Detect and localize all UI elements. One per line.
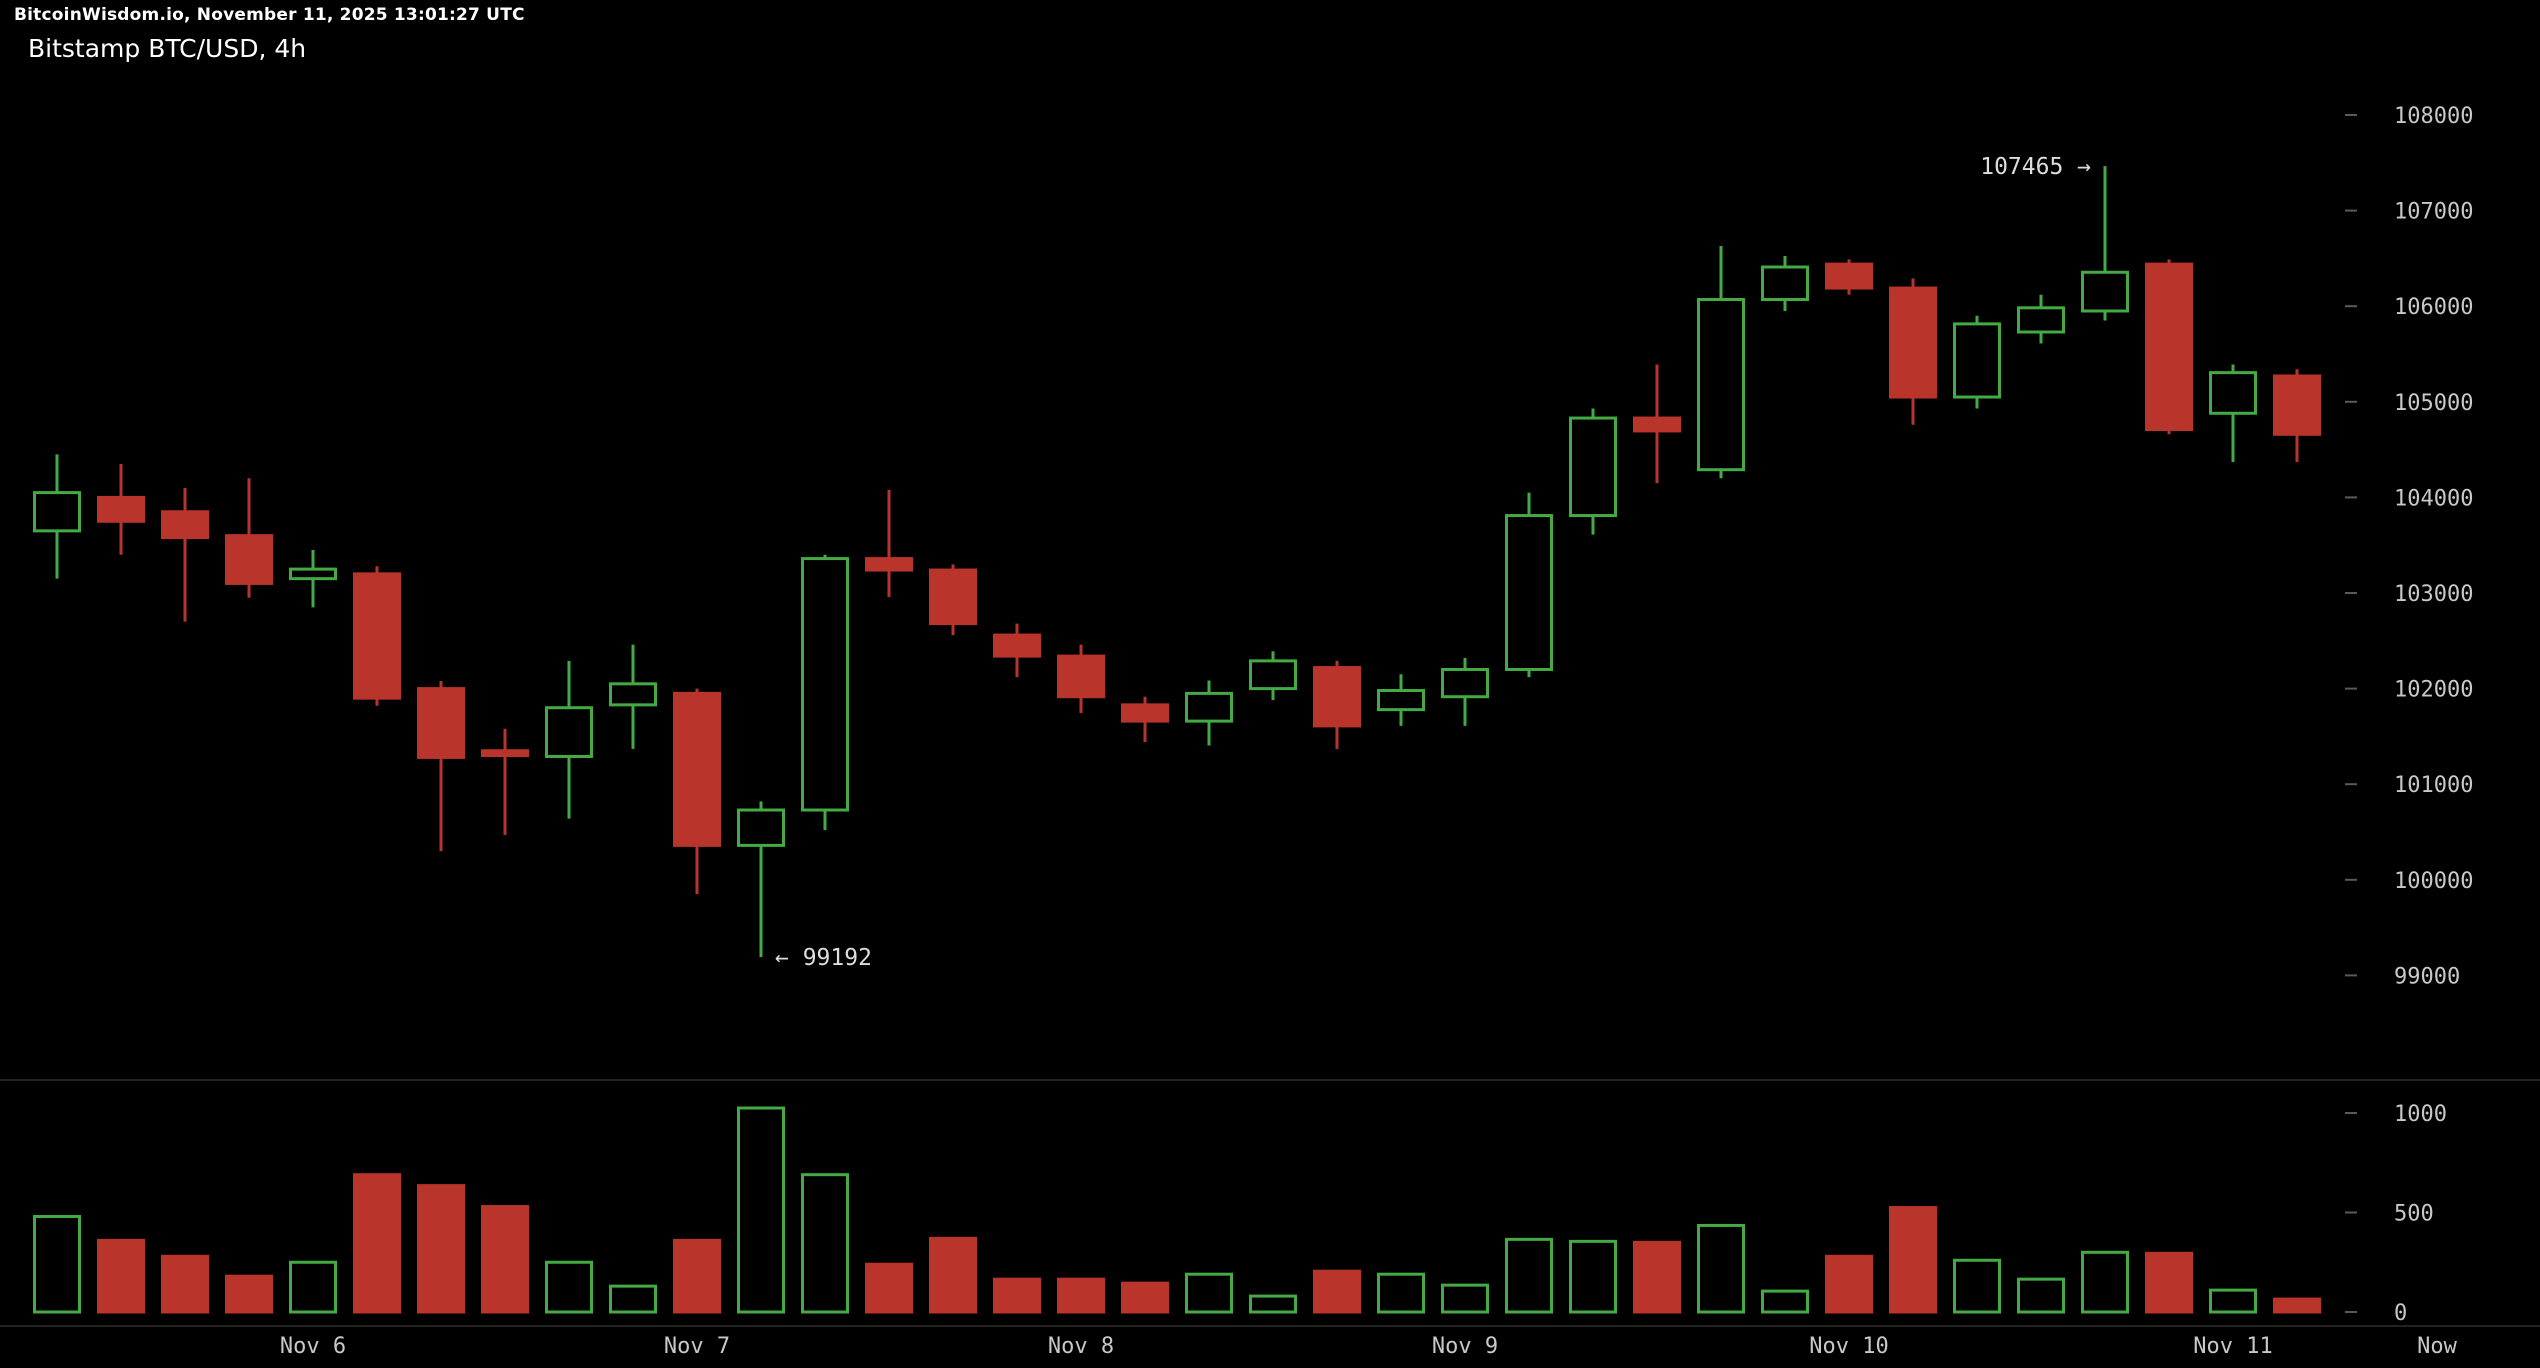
candle	[737, 801, 785, 958]
price-tick-label: 101000	[2394, 773, 2473, 798]
candle	[1505, 492, 1553, 678]
candle	[1441, 658, 1489, 726]
volume-bar	[545, 1260, 593, 1314]
price-tick-label: 106000	[2394, 295, 2473, 320]
price-tick-label: 108000	[2394, 104, 2473, 129]
candle	[1121, 696, 1169, 743]
volume-bar	[481, 1205, 529, 1314]
volume-bar	[417, 1184, 465, 1314]
candle	[929, 564, 977, 636]
date-label: Nov 10	[1809, 1334, 1888, 1359]
date-label: Nov 9	[1432, 1334, 1498, 1359]
candle	[801, 554, 849, 831]
volume-bar	[1249, 1294, 1297, 1314]
candle	[1185, 680, 1233, 746]
date-label: Nov 7	[664, 1334, 730, 1359]
candle	[1761, 256, 1809, 311]
volume-bar	[1761, 1289, 1809, 1314]
candle	[33, 454, 81, 579]
date-label: Nov 8	[1048, 1334, 1114, 1359]
volume-bar	[2209, 1288, 2257, 1314]
volume-bar	[1889, 1206, 1937, 1314]
candle	[2081, 166, 2129, 321]
candle	[2273, 369, 2321, 463]
volume-tick-label: 500	[2394, 1202, 2434, 1227]
volume-bar	[1185, 1272, 1233, 1314]
candle	[2145, 259, 2193, 435]
candle	[2209, 364, 2257, 463]
price-tick-label: 99000	[2394, 964, 2460, 989]
date-label: Nov 6	[280, 1334, 346, 1359]
volume-bar	[2081, 1250, 2129, 1314]
volume-bar	[1441, 1283, 1489, 1314]
volume-tick-label: 1000	[2394, 1102, 2447, 1127]
session-high-annotation: 107465 →	[1980, 154, 2091, 180]
volume-bar	[1697, 1223, 1745, 1314]
volume-bar	[97, 1238, 145, 1314]
candle	[1313, 660, 1361, 749]
candle	[673, 688, 721, 895]
candle	[1377, 674, 1425, 726]
volume-bar	[1377, 1272, 1425, 1314]
candle	[1889, 278, 1937, 425]
price-tick-label: 100000	[2394, 869, 2473, 894]
candle	[417, 680, 465, 852]
candle	[1569, 408, 1617, 535]
candle	[289, 549, 337, 608]
volume-bar	[1825, 1254, 1873, 1314]
candle	[1633, 364, 1681, 484]
price-tick-label: 104000	[2394, 486, 2473, 511]
volume-bar	[225, 1274, 273, 1314]
candle	[1953, 315, 2001, 409]
now-label: Now	[2417, 1334, 2457, 1359]
candle	[161, 487, 209, 622]
price-tick-label: 107000	[2394, 200, 2473, 225]
volume-bar	[1953, 1258, 2001, 1314]
session-low-annotation: ← 99192	[775, 945, 872, 971]
candle	[865, 489, 913, 597]
volume-bar	[161, 1254, 209, 1314]
volume-bar	[865, 1262, 913, 1314]
candle	[353, 566, 401, 706]
status-bar-text: BitcoinWisdom.io, November 11, 2025 13:0…	[14, 5, 525, 25]
candle	[545, 660, 593, 819]
volume-bar	[801, 1173, 849, 1314]
volume-bar	[993, 1277, 1041, 1314]
volume-tick-label: 0	[2394, 1301, 2407, 1326]
price-tick-label: 102000	[2394, 678, 2473, 703]
volume-bar	[353, 1173, 401, 1314]
volume-bar	[2273, 1297, 2321, 1314]
volume-bar	[929, 1236, 977, 1314]
volume-bar	[673, 1238, 721, 1314]
volume-bar	[2017, 1277, 2065, 1314]
volume-bar	[1569, 1239, 1617, 1314]
volume-bar	[1505, 1237, 1553, 1314]
volume-bar	[1121, 1281, 1169, 1314]
candle	[2017, 294, 2065, 344]
volume-bar	[1633, 1240, 1681, 1314]
volume-bar	[1313, 1269, 1361, 1314]
candle	[97, 463, 145, 555]
candle	[481, 728, 529, 835]
volume-bar	[33, 1214, 81, 1314]
volume-bar	[2145, 1251, 2193, 1314]
candle	[1697, 245, 1745, 479]
chart-title: Bitstamp BTC/USD, 4h	[28, 34, 307, 63]
price-tick-label: 103000	[2394, 582, 2473, 607]
volume-bar	[609, 1284, 657, 1314]
price-tick-label: 105000	[2394, 391, 2473, 416]
volume-bar	[737, 1106, 785, 1314]
candle	[1057, 644, 1105, 713]
candle	[993, 623, 1041, 678]
volume-bar	[1057, 1277, 1105, 1314]
candle	[1249, 651, 1297, 701]
volume-bar	[289, 1260, 337, 1314]
candle	[225, 478, 273, 598]
status-bar: BitcoinWisdom.io, November 11, 2025 13:0…	[0, 0, 2540, 30]
candle	[1825, 259, 1873, 295]
date-label: Nov 11	[2193, 1334, 2272, 1359]
candle	[609, 644, 657, 749]
